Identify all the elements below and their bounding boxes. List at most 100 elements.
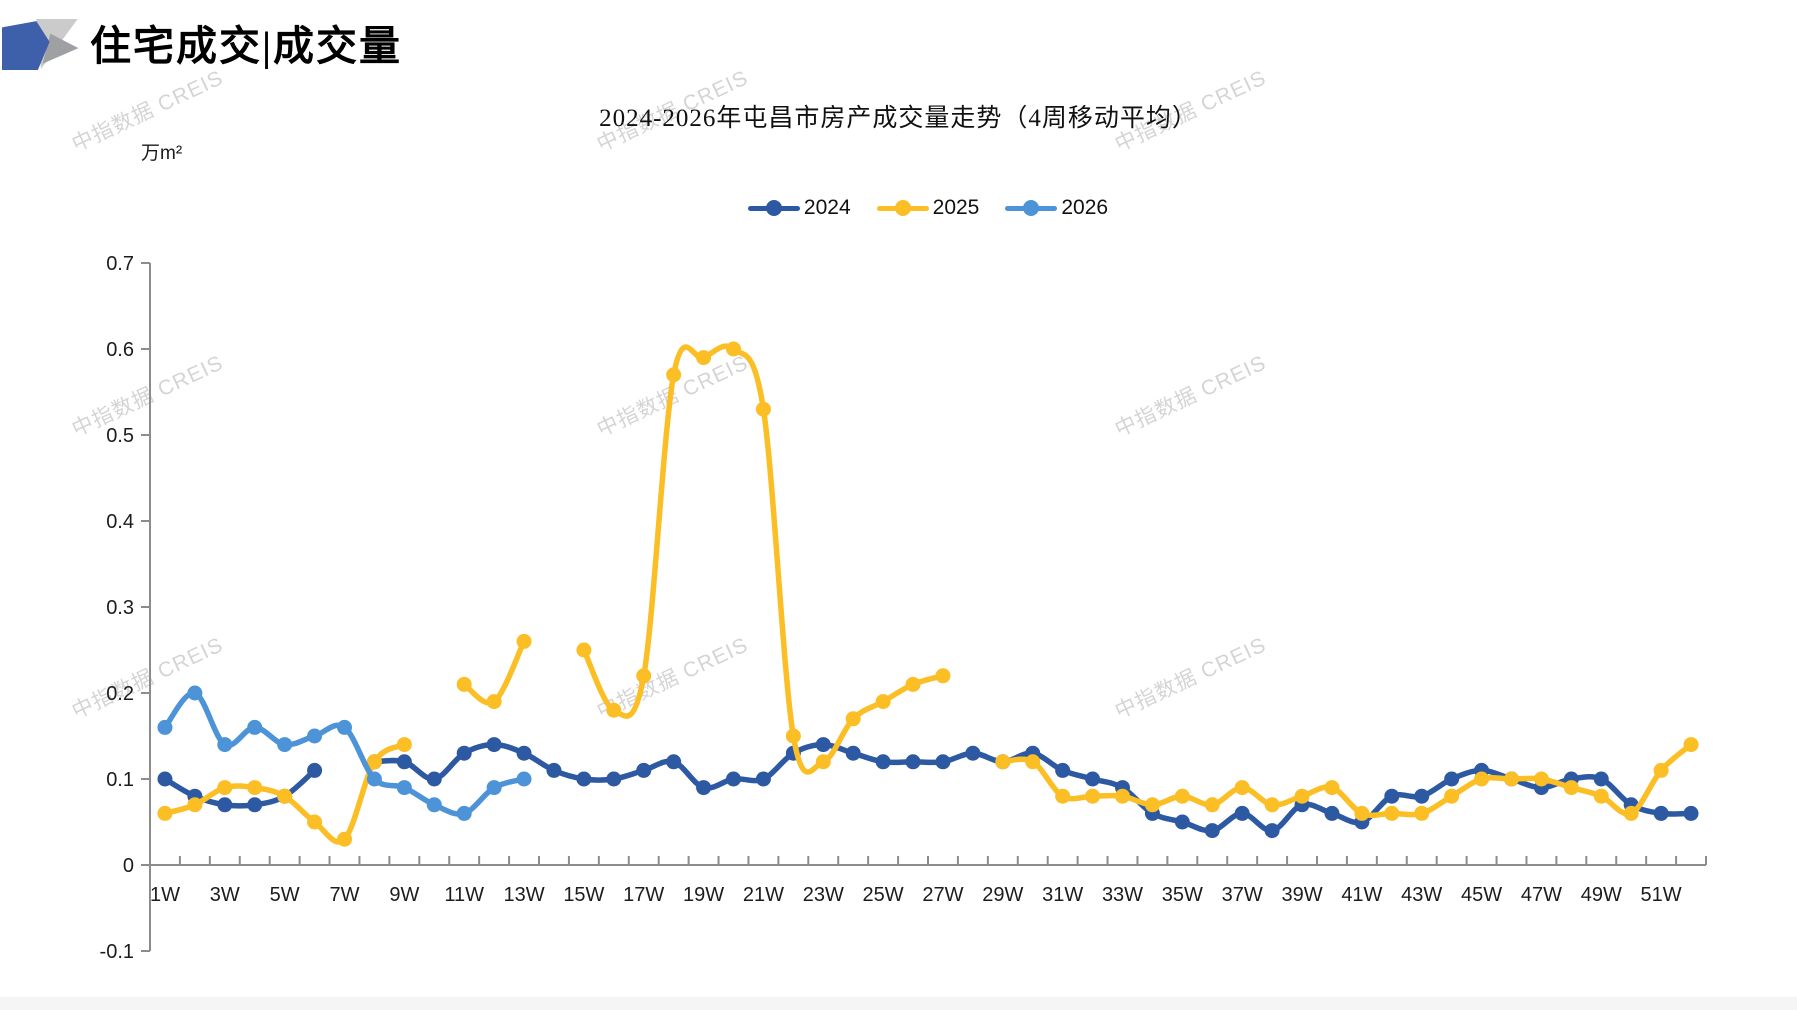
- data-point-2026-8W: [366, 771, 382, 787]
- data-point-2024-36W: [1204, 823, 1220, 839]
- y-tick-label: 0: [123, 855, 134, 877]
- x-tick-label: 17W: [623, 884, 664, 906]
- data-point-2025-41W: [1354, 805, 1370, 821]
- data-point-2025-49W: [1593, 788, 1609, 804]
- y-axis-unit-label: 万m²: [141, 143, 183, 164]
- data-point-2025-47W: [1533, 771, 1549, 787]
- data-point-2025-21W: [755, 401, 771, 417]
- data-point-2025-46W: [1504, 771, 1519, 787]
- data-point-2026-5W: [277, 737, 293, 753]
- data-point-2024-15W: [576, 771, 592, 787]
- data-point-2026-7W: [337, 719, 352, 735]
- x-tick-label: 33W: [1102, 884, 1143, 906]
- data-point-2024-3W: [217, 797, 233, 813]
- y-tick-label: 0.5: [106, 425, 134, 447]
- data-point-2024-20W: [726, 771, 741, 787]
- data-point-2025-3W: [217, 780, 233, 796]
- data-point-2024-11W: [456, 745, 472, 761]
- data-point-2024-44W: [1444, 771, 1460, 787]
- data-point-2025-9W: [396, 737, 412, 753]
- data-point-2024-4W: [247, 797, 263, 813]
- data-point-2026-9W: [396, 780, 412, 796]
- data-point-2025-8W: [366, 754, 382, 770]
- data-point-2024-49W: [1593, 771, 1609, 787]
- y-tick-label: 0.2: [106, 683, 134, 705]
- data-point-2025-17W: [636, 668, 652, 684]
- data-point-2025-50W: [1623, 805, 1639, 821]
- page-title: 住宅成交|成交量: [90, 23, 403, 69]
- data-point-2025-26W: [905, 676, 921, 692]
- series-line-2025: [581, 343, 946, 775]
- data-point-2024-42W: [1384, 788, 1400, 804]
- chart-legend: 2024 2025 2026: [150, 196, 1706, 220]
- creis-logo: [2, 18, 80, 70]
- data-point-2024-40W: [1324, 805, 1340, 821]
- data-point-2024-43W: [1414, 788, 1430, 804]
- data-point-2025-22W: [785, 728, 801, 744]
- data-point-2025-52W: [1683, 737, 1699, 753]
- data-point-2025-13W: [516, 633, 532, 649]
- x-tick-label: 1W: [150, 884, 180, 906]
- y-tick-label: 0.7: [106, 253, 134, 275]
- data-point-2024-24W: [845, 745, 861, 761]
- data-point-2026-10W: [426, 797, 442, 813]
- data-point-2025-34W: [1144, 797, 1160, 813]
- legend-item-2025: 2025: [876, 196, 979, 220]
- data-point-2025-48W: [1563, 780, 1579, 796]
- legend-label: 2026: [1061, 196, 1109, 219]
- data-point-2024-19W: [696, 780, 712, 796]
- data-point-2024-16W: [606, 771, 622, 787]
- tick-labels: 0.7 0.6 0.5 0.4 0.3 0.2 0.1 0 -0.1 1W 3W 5W 7W 9W 11W 1…: [100, 253, 1682, 963]
- x-tick-label: 3W: [210, 884, 240, 906]
- data-point-2024-38W: [1264, 823, 1280, 839]
- x-tick-label: 9W: [389, 884, 419, 906]
- data-point-2024-13W: [516, 745, 532, 761]
- series-line-2025: [461, 638, 527, 706]
- data-point-2026-12W: [486, 780, 502, 796]
- x-tick-label: 5W: [270, 884, 300, 906]
- x-tick-label: 39W: [1281, 884, 1322, 906]
- x-tick-label: 31W: [1042, 884, 1083, 906]
- data-point-2026-13W: [516, 771, 532, 787]
- y-tick-label: 0.3: [106, 597, 134, 619]
- x-tick-label: 15W: [563, 884, 604, 906]
- data-point-2024-31W: [1055, 762, 1071, 778]
- x-tick-label: 7W: [330, 884, 360, 906]
- data-point-2025-7W: [337, 831, 352, 847]
- series-2025: [157, 341, 1699, 847]
- data-point-2024-32W: [1085, 771, 1101, 787]
- data-point-2025-15W: [576, 642, 592, 658]
- data-point-2024-52W: [1683, 805, 1699, 821]
- legend-line-marker-icon: [1005, 200, 1058, 216]
- x-tick-label: 13W: [503, 884, 544, 906]
- data-point-2025-40W: [1324, 780, 1340, 796]
- data-point-2024-35W: [1174, 814, 1190, 830]
- x-tick-label: 37W: [1222, 884, 1263, 906]
- data-point-2025-25W: [875, 694, 891, 710]
- data-point-2026-11W: [456, 805, 472, 821]
- y-tick-label: -0.1: [100, 941, 134, 963]
- data-point-2024-10W: [426, 771, 442, 787]
- data-point-2025-19W: [696, 350, 712, 366]
- page-bottom-edge: [0, 997, 1797, 1010]
- data-point-2025-27W: [935, 668, 951, 684]
- axes: [141, 262, 1707, 952]
- data-point-2024-21W: [755, 771, 771, 787]
- data-point-2024-26W: [905, 754, 921, 770]
- data-point-2025-18W: [666, 367, 682, 383]
- data-point-2024-9W: [396, 754, 412, 770]
- x-tick-label: 29W: [982, 884, 1023, 906]
- data-point-2024-28W: [965, 745, 981, 761]
- data-point-2025-33W: [1115, 788, 1130, 804]
- x-tick-label: 35W: [1162, 884, 1203, 906]
- data-point-2025-5W: [277, 788, 293, 804]
- data-point-2026-3W: [217, 737, 233, 753]
- legend-item-2024: 2024: [747, 196, 851, 220]
- x-tick-label: 19W: [683, 884, 724, 906]
- data-point-2025-36W: [1204, 797, 1220, 813]
- data-point-2026-2W: [187, 685, 203, 701]
- data-point-2024-14W: [546, 762, 562, 778]
- x-tick-label: 51W: [1641, 884, 1682, 906]
